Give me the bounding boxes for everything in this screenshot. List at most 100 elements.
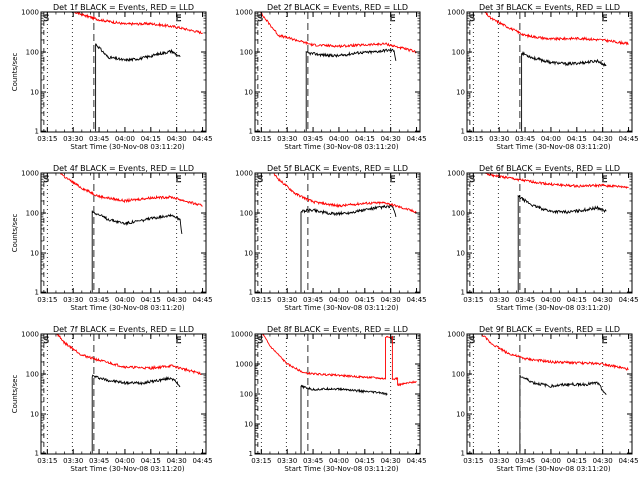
- x-tick-label: 03:15: [463, 457, 483, 465]
- y-tick-label: 1000: [235, 9, 253, 17]
- end-marker: E: [602, 14, 608, 24]
- plot-frame: [254, 333, 421, 455]
- y-tick-label: 10: [30, 89, 39, 97]
- chart-panel-2: Det 2f BLACK = Events, RED = LLD S E 1 10 100…: [235, 3, 426, 151]
- x-tick-label: 04:15: [141, 135, 161, 143]
- y-tick-label: 10: [30, 250, 39, 258]
- x-tick-label: 03:15: [251, 296, 271, 304]
- chart-title: Det 1f BLACK = Events, RED = LLD: [53, 3, 194, 12]
- y-tick-label: 1: [35, 289, 39, 297]
- x-tick-label: 03:45: [89, 457, 109, 465]
- x-tick-label: 04:45: [618, 296, 638, 304]
- x-tick-label: 04:15: [141, 296, 161, 304]
- x-tick-label: 03:45: [89, 296, 109, 304]
- end-marker: E: [176, 336, 182, 346]
- x-tick-label: 04:15: [141, 457, 161, 465]
- x-tick-label: 03:45: [89, 135, 109, 143]
- x-tick-label: 04:30: [381, 296, 401, 304]
- x-axis-label: Start Time (30-Nov-08 03:11:20): [70, 304, 184, 312]
- chart-title: Det 7f BLACK = Events, RED = LLD: [53, 325, 194, 334]
- plot-frame: [466, 172, 633, 294]
- x-tick-label: 03:15: [251, 135, 271, 143]
- y-tick-label: 10: [244, 421, 253, 429]
- x-tick-label: 03:15: [37, 135, 57, 143]
- x-tick-label: 03:15: [463, 135, 483, 143]
- start-marker: S: [257, 14, 263, 24]
- start-marker: S: [257, 336, 263, 346]
- y-axis-label: Counts/sec: [11, 53, 19, 92]
- x-tick-label: 03:30: [489, 457, 509, 465]
- start-marker: S: [43, 175, 49, 185]
- chart-title: Det 3f BLACK = Events, RED = LLD: [479, 3, 620, 12]
- y-tick-label: 10: [456, 89, 465, 97]
- y-tick-label: 1: [461, 289, 465, 297]
- y-tick-label: 100: [240, 391, 253, 399]
- x-tick-label: 04:30: [381, 457, 401, 465]
- y-tick-label: 1000: [235, 170, 253, 178]
- y-axis-label: Counts/sec: [11, 375, 19, 414]
- lld-series-line: [480, 334, 629, 372]
- chart-panel-6: Det 6f BLACK = Events, RED = LLD S E 1 10 100…: [447, 164, 638, 312]
- chart-panel-7: Det 7f BLACK = Events, RED = LLD S E 1 10 100…: [11, 325, 213, 473]
- x-tick-label: 04:15: [355, 135, 375, 143]
- events-series-line: [300, 204, 397, 293]
- y-tick-label: 1: [249, 128, 253, 136]
- x-tick-label: 03:30: [489, 135, 509, 143]
- y-tick-label: 1: [249, 289, 253, 297]
- chart-title: Det 2f BLACK = Events, RED = LLD: [267, 3, 408, 12]
- x-tick-label: 04:45: [406, 135, 426, 143]
- events-series-line: [91, 374, 181, 454]
- x-tick-label: 04:30: [593, 135, 613, 143]
- x-tick-label: 04:45: [406, 296, 426, 304]
- chart-title: Det 4f BLACK = Events, RED = LLD: [53, 164, 194, 173]
- chart-title: Det 5f BLACK = Events, RED = LLD: [267, 164, 408, 173]
- y-tick-label: 100: [240, 210, 253, 218]
- lld-series-line: [484, 12, 629, 46]
- chart-panel-9: Det 9f BLACK = Events, RED = LLD S E 1 10 100…: [447, 325, 638, 473]
- end-marker: E: [176, 14, 182, 24]
- x-tick-label: 03:30: [277, 135, 297, 143]
- x-tick-label: 03:45: [303, 457, 323, 465]
- plot-frame: [254, 172, 421, 294]
- start-marker: S: [469, 175, 475, 185]
- end-marker: E: [602, 336, 608, 346]
- x-axis-label: Start Time (30-Nov-08 03:11:20): [496, 465, 610, 473]
- x-tick-label: 04:15: [567, 457, 587, 465]
- y-tick-label: 100: [26, 371, 39, 379]
- x-tick-label: 03:30: [63, 296, 83, 304]
- x-axis-label: Start Time (30-Nov-08 03:11:20): [496, 304, 610, 312]
- x-tick-label: 03:30: [63, 457, 83, 465]
- y-tick-label: 100: [452, 49, 465, 57]
- x-tick-label: 03:45: [515, 135, 535, 143]
- chart-panel-5: Det 5f BLACK = Events, RED = LLD S E 1 10 100…: [235, 164, 426, 312]
- y-tick-label: 1: [35, 450, 39, 458]
- x-tick-label: 03:15: [251, 457, 271, 465]
- x-tick-label: 03:30: [277, 296, 297, 304]
- x-tick-label: 03:30: [277, 457, 297, 465]
- y-tick-label: 10: [456, 250, 465, 258]
- plot-frame: [40, 172, 207, 294]
- events-series-line: [521, 51, 607, 132]
- x-tick-label: 04:45: [192, 457, 212, 465]
- start-marker: S: [257, 175, 263, 185]
- x-tick-label: 04:30: [593, 457, 613, 465]
- x-tick-label: 04:00: [541, 135, 561, 143]
- x-tick-label: 04:00: [115, 296, 135, 304]
- y-tick-label: 1000: [235, 361, 253, 369]
- x-tick-label: 04:45: [618, 457, 638, 465]
- x-tick-label: 03:30: [63, 135, 83, 143]
- plot-frame: [254, 11, 421, 133]
- x-tick-label: 03:45: [515, 296, 535, 304]
- y-tick-label: 1000: [447, 170, 465, 178]
- x-tick-label: 03:15: [37, 296, 57, 304]
- start-marker: S: [469, 336, 475, 346]
- events-series-line: [519, 374, 607, 454]
- y-tick-label: 1: [35, 128, 39, 136]
- x-axis-label: Start Time (30-Nov-08 03:11:20): [496, 143, 610, 151]
- y-tick-label: 100: [452, 371, 465, 379]
- x-tick-label: 04:15: [567, 296, 587, 304]
- x-tick-label: 04:45: [618, 135, 638, 143]
- y-tick-label: 100: [452, 210, 465, 218]
